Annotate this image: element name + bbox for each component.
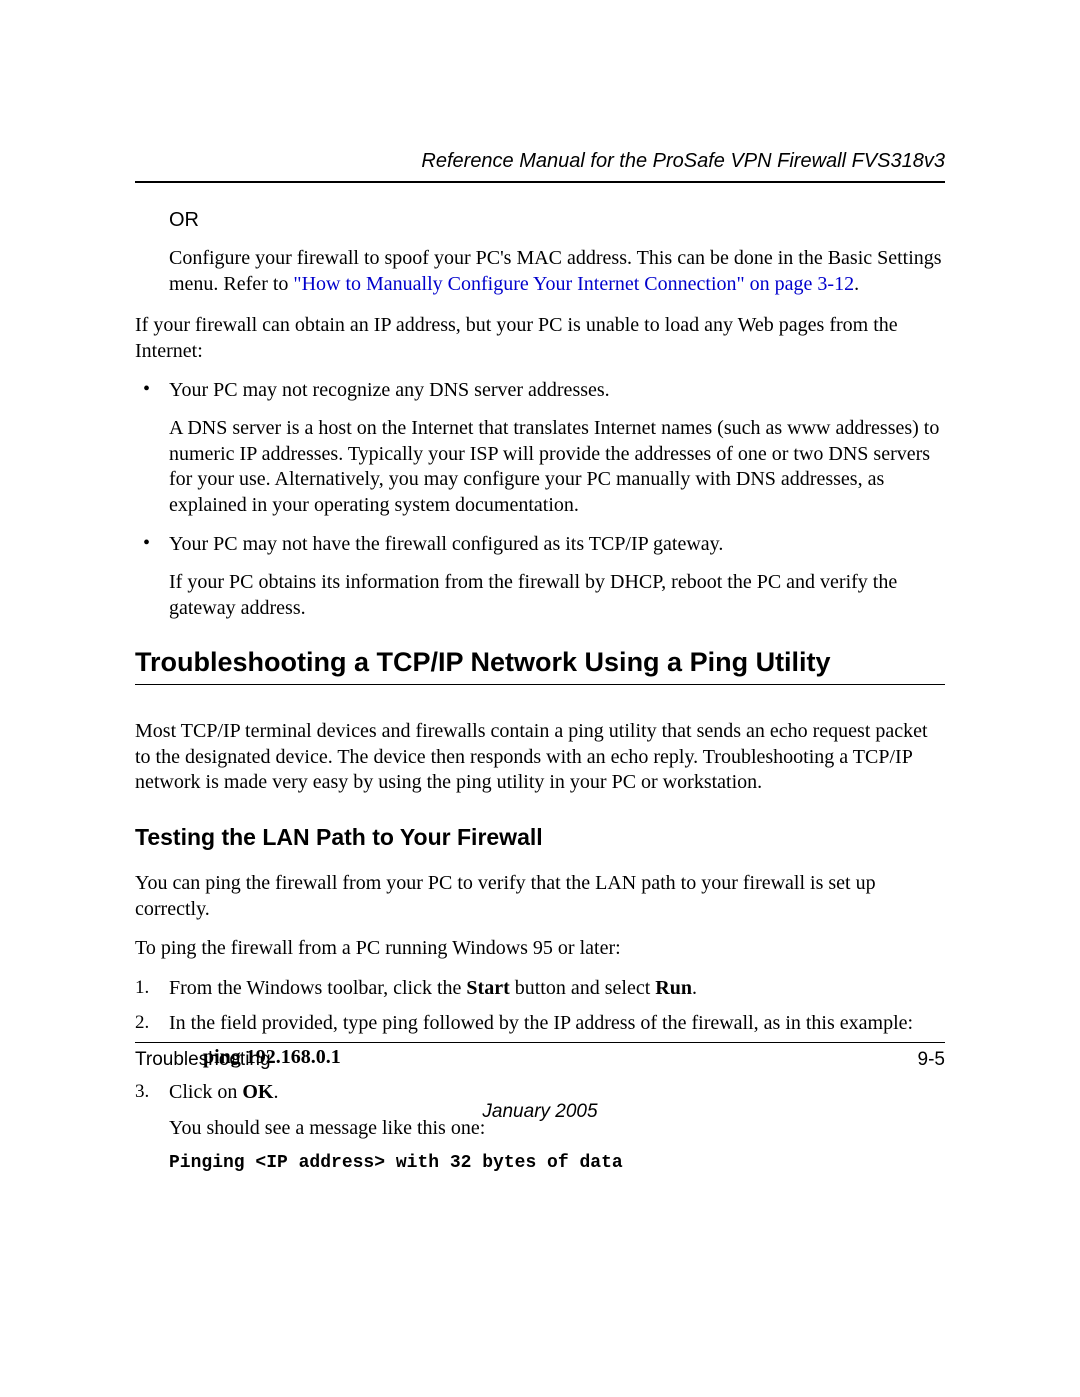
footer-rule	[135, 1042, 945, 1043]
footer-row: Troubleshooting 9-5	[135, 1049, 945, 1071]
page-footer: Troubleshooting 9-5 January 2005	[135, 1042, 945, 1123]
step2-text: In the field provided, type ping followe…	[169, 1012, 913, 1034]
step1-mid: button and select	[510, 977, 656, 999]
subsection-heading: Testing the LAN Path to Your Firewall	[135, 824, 945, 851]
page-content: Reference Manual for the ProSafe VPN Fir…	[135, 150, 945, 1185]
subsection-p2: To ping the firewall from a PC running W…	[135, 936, 945, 962]
continuation-block: OR Configure your firewall to spoof your…	[169, 209, 945, 297]
intro-paragraph: If your firewall can obtain an IP addres…	[135, 313, 945, 364]
or-label: OR	[169, 209, 945, 232]
list-item-head: Your PC may not recognize any DNS server…	[169, 378, 945, 404]
ping-output: Pinging <IP address> with 32 bytes of da…	[169, 1152, 945, 1175]
list-item: Your PC may not recognize any DNS server…	[135, 378, 945, 518]
step1-post: .	[692, 977, 697, 999]
section-intro: Most TCP/IP terminal devices and firewal…	[135, 719, 945, 796]
list-item-body: If your PC obtains its information from …	[169, 570, 945, 621]
footer-section-name: Troubleshooting	[135, 1049, 271, 1071]
subsection-p1: You can ping the firewall from your PC t…	[135, 871, 945, 922]
section-rule	[135, 684, 945, 685]
step1-pre: From the Windows toolbar, click the	[169, 977, 466, 999]
list-item-head: Your PC may not have the firewall config…	[169, 532, 945, 558]
troubleshoot-list: Your PC may not recognize any DNS server…	[135, 378, 945, 621]
list-item-body: A DNS server is a host on the Internet t…	[169, 416, 945, 518]
configure-text-post: .	[854, 273, 859, 295]
header-rule	[135, 181, 945, 183]
footer-page-number: 9-5	[918, 1049, 945, 1071]
step1-bold-start: Start	[466, 977, 509, 999]
step1-bold-run: Run	[655, 977, 692, 999]
list-item: Your PC may not have the firewall config…	[135, 532, 945, 621]
manual-config-link[interactable]: "How to Manually Configure Your Internet…	[293, 273, 854, 295]
configure-paragraph: Configure your firewall to spoof your PC…	[169, 246, 945, 297]
section-heading: Troubleshooting a TCP/IP Network Using a…	[135, 647, 945, 678]
step-item: From the Windows toolbar, click the Star…	[135, 976, 945, 1002]
footer-date: January 2005	[135, 1101, 945, 1123]
running-header: Reference Manual for the ProSafe VPN Fir…	[135, 150, 945, 173]
